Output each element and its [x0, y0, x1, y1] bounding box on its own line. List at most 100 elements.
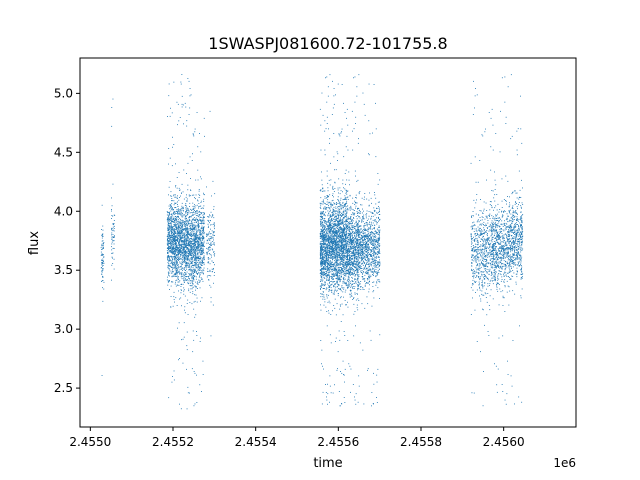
data-point [328, 224, 330, 226]
data-point [344, 255, 345, 257]
data-point [337, 284, 339, 286]
data-point [196, 254, 198, 256]
data-point [168, 274, 169, 276]
data-point [102, 263, 104, 264]
data-point [188, 234, 190, 235]
data-point [335, 239, 337, 241]
data-point [181, 230, 182, 232]
data-point [336, 245, 338, 247]
data-point [196, 246, 198, 248]
data-point [169, 237, 171, 239]
data-point [102, 300, 104, 302]
data-point [329, 248, 330, 250]
data-point [324, 236, 326, 238]
data-point [185, 208, 187, 210]
data-point [339, 304, 341, 306]
data-point [195, 219, 196, 221]
data-point [338, 288, 339, 290]
data-point [170, 244, 172, 246]
data-point [334, 227, 336, 229]
data-point [325, 269, 327, 270]
data-point [345, 249, 347, 251]
data-point [195, 246, 197, 248]
data-point [192, 268, 194, 270]
data-point [168, 227, 170, 228]
data-point [335, 243, 337, 244]
data-point [198, 237, 200, 239]
data-point [181, 227, 183, 229]
data-point [343, 251, 345, 252]
data-point [320, 243, 322, 245]
data-point [200, 227, 202, 229]
data-point [182, 232, 184, 234]
data-point [323, 285, 325, 287]
data-point [189, 228, 191, 230]
data-point [344, 300, 346, 301]
data-point [176, 236, 178, 238]
data-point [203, 117, 205, 119]
data-point [190, 288, 192, 290]
data-point [322, 226, 324, 228]
data-point [328, 252, 330, 253]
data-point [320, 211, 322, 213]
data-point [331, 256, 333, 258]
data-point [334, 266, 336, 268]
data-point [345, 266, 347, 268]
data-point [326, 207, 327, 208]
data-point [102, 287, 103, 289]
data-point [175, 240, 176, 242]
data-point [199, 205, 201, 207]
data-point [181, 231, 182, 233]
data-point [201, 220, 203, 222]
data-point [332, 214, 334, 216]
data-point [191, 271, 193, 273]
data-point [334, 235, 335, 237]
data-point [333, 211, 335, 213]
data-point [101, 240, 103, 242]
data-point [172, 271, 174, 273]
data-point [332, 244, 334, 246]
data-point [187, 229, 189, 230]
data-point [186, 237, 188, 239]
data-point [187, 214, 189, 215]
data-point [111, 227, 112, 229]
data-point [178, 226, 180, 228]
data-point [113, 225, 115, 227]
data-point [101, 249, 103, 250]
data-point [187, 207, 188, 209]
data-point [212, 180, 214, 182]
data-point [178, 229, 180, 231]
data-point [332, 188, 334, 190]
data-point [332, 392, 334, 394]
data-point [168, 260, 170, 261]
data-point [206, 254, 208, 256]
data-point [339, 243, 341, 245]
data-point [188, 223, 189, 225]
data-point [195, 235, 197, 236]
data-point [111, 241, 113, 243]
data-point [322, 199, 324, 201]
data-point [338, 226, 340, 228]
data-point [208, 232, 210, 234]
data-point [344, 381, 345, 383]
data-point [184, 240, 186, 242]
data-point [188, 216, 190, 218]
data-point [327, 226, 329, 228]
data-point [102, 268, 104, 269]
data-point [180, 227, 182, 229]
data-point [331, 255, 332, 256]
data-point [176, 240, 177, 242]
data-point [322, 245, 324, 247]
data-point [321, 277, 323, 279]
data-point [207, 242, 209, 244]
data-point [319, 250, 321, 252]
data-point [346, 221, 348, 222]
data-point [167, 231, 169, 233]
data-point [168, 243, 170, 245]
data-point [187, 256, 188, 258]
data-point [319, 285, 321, 287]
data-point [167, 212, 169, 213]
data-point [327, 262, 329, 264]
data-point [322, 234, 323, 236]
data-point [334, 223, 336, 225]
